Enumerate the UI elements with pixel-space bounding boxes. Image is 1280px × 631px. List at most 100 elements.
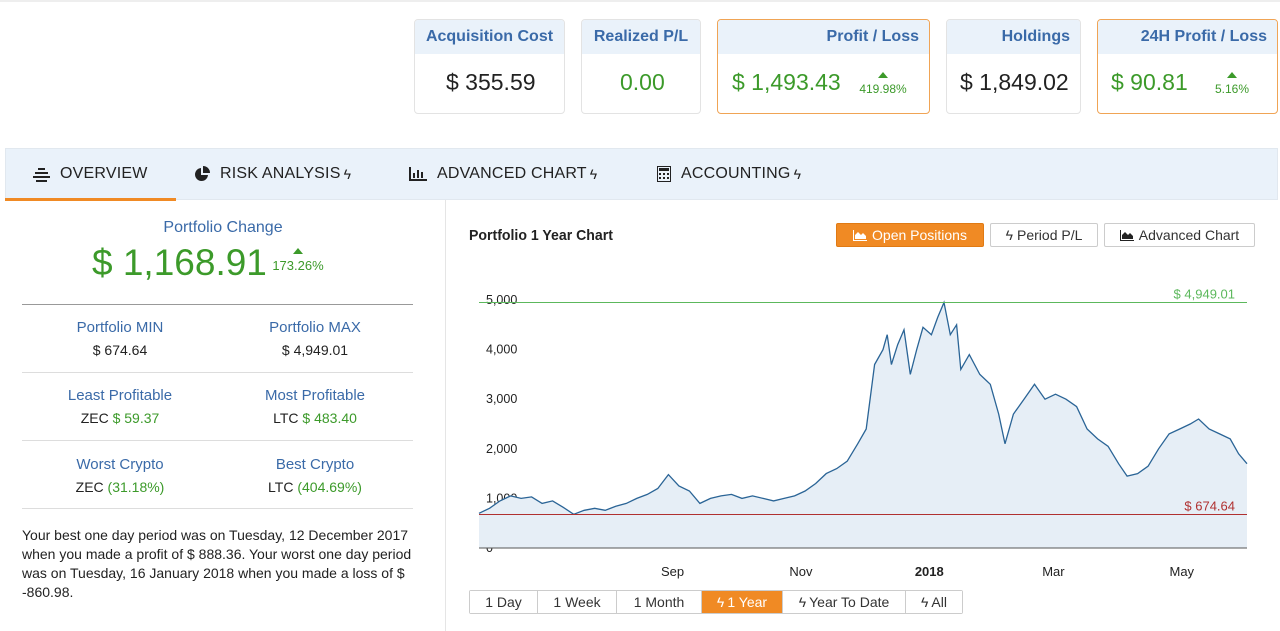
tab-label: ADVANCED CHART [437, 165, 587, 182]
advanced-chart-button[interactable]: Advanced Chart [1104, 223, 1255, 247]
bolt-icon: ϟ [589, 166, 598, 182]
divider [22, 440, 413, 441]
card-label: 24H Profit / Loss [1098, 20, 1277, 54]
coin-symbol: LTC [273, 410, 299, 426]
realized-pl-card: Realized P/L 0.00 [581, 19, 701, 114]
button-label: Open Positions [872, 227, 967, 243]
best-crypto-value: LTC (404.69%) [217, 479, 413, 495]
range-1-week[interactable]: 1 Week [538, 591, 617, 613]
card-label: Holdings [947, 20, 1080, 54]
area-chart-icon [853, 229, 868, 241]
arrow-up-icon [878, 72, 888, 78]
series-area [479, 302, 1247, 548]
tab-accounting[interactable]: ACCOUNTING ϟ [657, 149, 801, 199]
tab-label: RISK ANALYSIS [220, 165, 341, 182]
least-profitable-value: ZEC $ 59.37 [22, 410, 218, 426]
y-tick-label: 2,000 [486, 442, 517, 456]
series-line [478, 300, 1248, 516]
bolt-icon: ϟ [793, 166, 802, 182]
coin-value: $ 483.40 [302, 410, 357, 426]
y-tick-label: 3,000 [486, 392, 517, 406]
bolt-icon: ϟ [921, 594, 929, 610]
portfolio-change-value: $ 1,168.91 [92, 242, 267, 283]
most-profitable-value: LTC $ 483.40 [217, 410, 413, 426]
card-pct-value: 5.16% [1214, 82, 1250, 96]
min-reference-label: $ 674.64 [1184, 499, 1235, 514]
bolt-icon: ϟ [1005, 227, 1014, 243]
bolt-icon: ϟ [343, 166, 352, 182]
least-profitable-label: Least Profitable [67, 387, 173, 404]
24h-profit-loss-card: 24H Profit / Loss $ 90.81 5.16% [1097, 19, 1278, 114]
bolt-icon: ϟ [798, 594, 807, 610]
range-1-month[interactable]: 1 Month [617, 591, 702, 613]
bolt-icon: ϟ [716, 594, 725, 610]
tab-label: OVERVIEW [60, 165, 148, 182]
range-label: 1 Year [727, 594, 768, 610]
open-positions-button[interactable]: Open Positions [836, 223, 984, 247]
range-label: 1 Week [553, 594, 601, 610]
coin-value: (404.69%) [297, 479, 362, 495]
coin-symbol: ZEC [75, 479, 104, 495]
tab-advanced-chart[interactable]: ADVANCED CHART ϟ [409, 149, 597, 199]
y-tick-label: 5,000 [486, 293, 517, 307]
coin-symbol: LTC [268, 479, 294, 495]
arrow-up-icon [1227, 72, 1237, 78]
worst-crypto-value: ZEC (31.18%) [22, 479, 218, 495]
divider [22, 372, 413, 373]
arrow-up-icon [293, 248, 303, 254]
tab-bar: OVERVIEW RISK ANALYSIS ϟ ADVANCED CHART … [5, 148, 1278, 201]
overview-panel: Portfolio Change $ 1,168.91 173.26% Port… [5, 200, 446, 631]
range-label: 1 Month [633, 594, 685, 610]
portfolio-min-label: Portfolio MIN [76, 319, 164, 336]
calculator-icon [657, 166, 671, 182]
portfolio-max-label: Portfolio MAX [269, 319, 361, 336]
divider [22, 304, 413, 305]
coin-value: $ 59.37 [112, 410, 160, 426]
portfolio-change-title: Portfolio Change [163, 219, 283, 236]
x-tick-label: 2018 [915, 564, 944, 579]
coin-value: (31.18%) [107, 479, 165, 495]
divider [22, 508, 413, 509]
portfolio-change-pct: 173.26% [268, 248, 328, 273]
coin-symbol: ZEC [80, 410, 109, 426]
card-value: $ 1,849.02 [960, 69, 1069, 95]
area-chart-icon [1119, 229, 1134, 241]
button-label: Period P/L [1017, 227, 1083, 243]
range-label: All [931, 594, 947, 610]
card-value: $ 355.59 [446, 69, 536, 95]
range-label: Year To Date [809, 594, 890, 610]
range-1-day[interactable]: 1 Day [470, 591, 538, 613]
button-label: Advanced Chart [1138, 227, 1240, 243]
pie-chart-icon [194, 166, 210, 182]
worst-crypto-label: Worst Crypto [76, 456, 164, 473]
holdings-card: Holdings $ 1,849.02 [946, 19, 1081, 114]
chart-title: Portfolio 1 Year Chart [469, 227, 613, 244]
portfolio-min-value: $ 674.64 [92, 342, 148, 358]
card-value: 0.00 [620, 69, 665, 95]
range-all[interactable]: ϟ All [906, 591, 962, 613]
portfolio-max-value: $ 4,949.01 [281, 342, 349, 358]
period-pl-button[interactable]: ϟ Period P/L [990, 223, 1098, 247]
change-pct-value: 173.26% [272, 258, 324, 273]
x-tick-label: Sep [661, 564, 684, 579]
card-value: $ 90.81 [1111, 69, 1188, 95]
overview-icon [33, 167, 50, 182]
card-pct-value: 419.98% [859, 82, 907, 96]
bar-chart-icon [409, 167, 427, 181]
card-label: Acquisition Cost [415, 20, 564, 54]
card-value: $ 1,493.43 [732, 69, 841, 95]
best-crypto-label: Best Crypto [275, 456, 355, 473]
max-reference-label: $ 4,949.01 [1174, 287, 1235, 302]
card-label: Realized P/L [582, 20, 700, 54]
top-border [0, 0, 1280, 2]
profit-loss-card: Profit / Loss $ 1,493.43 419.98% [717, 19, 930, 114]
card-pct: 419.98% [853, 72, 913, 96]
range-year-to-date[interactable]: ϟ Year To Date [783, 591, 906, 613]
acquisition-cost-card: Acquisition Cost $ 355.59 [414, 19, 565, 114]
tab-overview[interactable]: OVERVIEW [5, 149, 175, 201]
x-tick-label: Nov [789, 564, 813, 579]
tab-risk-analysis[interactable]: RISK ANALYSIS ϟ [194, 149, 351, 199]
